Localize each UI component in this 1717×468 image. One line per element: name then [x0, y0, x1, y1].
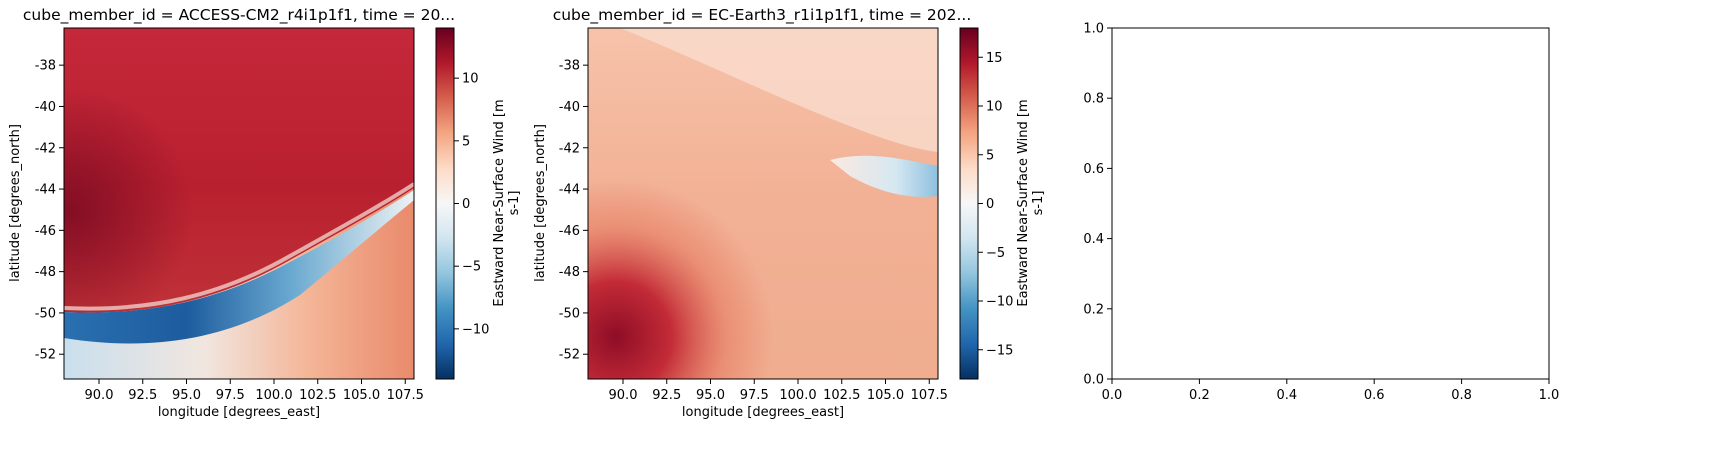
panel-1-y-tick-label: -50 [35, 306, 56, 321]
panel-1-colorbar-ticks: 10 5 0 −5 −10 [454, 72, 489, 337]
panel-1-colorbar-tick-label: −10 [462, 322, 489, 337]
panel-2: cube_member_id = EC-Earth3_r1i1p1f1, tim… [533, 6, 1046, 420]
panel-3-y-tick-label: 0.2 [1083, 302, 1104, 317]
panel-1-x-axis: 90.0 92.5 95.0 97.5 100.0 102.5 105.0 107.5 [85, 379, 424, 403]
panel-2-y-tick-label: -50 [559, 306, 580, 321]
panel-3-y-tick-label: 1.0 [1083, 22, 1104, 37]
panel-2-colorbar-label-line-1: Eastward Near-Surface Wind [m [1016, 99, 1031, 306]
panel-3-x-tick-label: 0.8 [1451, 388, 1472, 403]
panel-2-y-tick-label: -40 [559, 100, 580, 115]
panel-2-colorbar-tick-label: −5 [986, 246, 1005, 261]
panel-1-x-tick-label: 95.0 [172, 388, 201, 403]
panel-3-x-tick-label: 1.0 [1539, 388, 1560, 403]
panel-1-field-easterly-band [64, 190, 414, 344]
panel-1: cube_member_id = ACCESS-CM2_r4i1p1f1, ti… [8, 6, 522, 420]
panel-3-y-tick-label: 0.0 [1083, 373, 1104, 388]
panel-3: 0.0 0.2 0.4 0.6 0.8 1.0 0.0 0.2 0.4 0.6 0.8 1.0 [1083, 22, 1559, 404]
panel-3-x-tick-label: 0.2 [1189, 388, 1210, 403]
panel-2-y-tick-label: -38 [559, 59, 580, 74]
panel-2-y-tick-label: -44 [559, 183, 580, 198]
panel-2-y-tick-label: -52 [559, 348, 580, 363]
panel-2-y-axis: -38 -40 -42 -44 -46 -48 -50 -52 [559, 59, 588, 363]
panel-2-colorbar-tick-label: 5 [986, 148, 994, 163]
panel-1-colorbar-tick-label: 5 [462, 134, 470, 149]
panel-2-y-label: latitude [degrees_north] [533, 124, 548, 282]
panel-1-y-label: latitude [degrees_north] [8, 124, 23, 282]
panel-1-x-tick-label: 102.5 [299, 388, 336, 403]
panel-1-colorbar-tick-label: 10 [462, 72, 479, 87]
panel-2-field-easterly-band [830, 155, 938, 197]
panel-2-x-tick-label: 102.5 [823, 388, 860, 403]
panel-2-colorbar-label-line-2: s-1] [1031, 191, 1046, 216]
panel-3-y-tick-label: 0.8 [1083, 92, 1104, 107]
panel-1-colorbar-tick-label: −5 [462, 260, 481, 275]
panel-2-field-maximum [588, 28, 938, 379]
panel-1-y-tick-label: -46 [35, 224, 56, 239]
panel-1-colorbar-tick-label: 0 [462, 197, 470, 212]
panel-1-x-tick-label: 107.5 [387, 388, 424, 403]
panel-1-colorbar-gradient [435, 27, 455, 380]
panel-2-colorbar-tick-label: −15 [986, 343, 1013, 358]
panel-2-colorbar-tick-label: 0 [986, 197, 994, 212]
panel-3-frame [1111, 27, 1550, 380]
panel-1-y-axis: -38 -40 -42 -44 -46 -48 -50 -52 [35, 59, 64, 363]
panel-1-heatmap [64, 28, 414, 379]
panel-3-y-tick-label: 0.6 [1083, 162, 1104, 177]
panel-3-y-tick-label: 0.4 [1083, 232, 1104, 247]
panel-1-x-tick-label: 92.5 [128, 388, 157, 403]
panel-1-x-tick-label: 97.5 [216, 388, 245, 403]
panel-3-x-tick-label: 0.6 [1364, 388, 1385, 403]
panel-2-colorbar-ticks: 15 10 5 0 −5 −10 −15 [978, 51, 1013, 358]
panel-3-x-tick-label: 0.4 [1276, 388, 1297, 403]
panel-2-x-tick-label: 95.0 [696, 388, 725, 403]
panel-2-y-tick-label: -42 [559, 141, 580, 156]
panel-2-x-label: longitude [degrees_east] [682, 405, 844, 420]
panel-2-y-tick-label: -46 [559, 224, 580, 239]
panel-1-title: cube_member_id = ACCESS-CM2_r4i1p1f1, ti… [23, 6, 455, 25]
panel-3-x-tick-label: 0.0 [1102, 388, 1123, 403]
panel-1-y-tick-label: -52 [35, 348, 56, 363]
panel-2-x-tick-label: 92.5 [652, 388, 681, 403]
panel-2-x-tick-label: 107.5 [911, 388, 948, 403]
panel-1-y-tick-label: -42 [35, 141, 56, 156]
panel-1-x-label: longitude [degrees_east] [158, 405, 320, 420]
panel-2-colorbar: 15 10 5 0 −5 −10 −15 Eastward Near-Surface Win… [959, 27, 1046, 380]
panel-2-y-tick-label: -48 [559, 265, 580, 280]
panel-1-y-tick-label: -40 [35, 100, 56, 115]
panel-1-colorbar-label-line-1: Eastward Near-Surface Wind [m [492, 99, 507, 306]
panel-1-y-tick-label: -38 [35, 59, 56, 74]
panel-2-title: cube_member_id = EC-Earth3_r1i1p1f1, tim… [553, 6, 972, 25]
panel-2-colorbar-tick-label: 10 [986, 100, 1003, 115]
panel-2-x-axis: 90.0 92.5 95.0 97.5 100.0 102.5 105.0 107.5 [609, 379, 948, 403]
panel-2-colorbar-gradient [959, 27, 979, 380]
panel-2-x-tick-label: 90.0 [609, 388, 638, 403]
panel-2-frame [587, 27, 939, 380]
panel-2-heatmap [588, 28, 938, 379]
panel-2-x-tick-label: 105.0 [867, 388, 904, 403]
panel-2-colorbar-tick-label: 15 [986, 51, 1003, 66]
panel-1-colorbar-label-line-2: s-1] [507, 191, 522, 216]
panel-2-x-tick-label: 100.0 [779, 388, 816, 403]
panel-1-field-edge [64, 182, 414, 311]
panel-1-frame [63, 27, 415, 380]
panel-3-y-axis: 0.0 0.2 0.4 0.6 0.8 1.0 [1083, 22, 1112, 388]
panel-1-y-tick-label: -44 [35, 183, 56, 198]
panel-3-x-axis: 0.0 0.2 0.4 0.6 0.8 1.0 [1102, 379, 1560, 403]
panel-1-x-tick-label: 90.0 [85, 388, 114, 403]
panel-1-x-tick-label: 105.0 [343, 388, 380, 403]
panel-2-x-tick-label: 97.5 [740, 388, 769, 403]
panel-1-x-tick-label: 100.0 [255, 388, 292, 403]
panel-2-colorbar-tick-label: −10 [986, 295, 1013, 310]
panel-1-y-tick-label: -48 [35, 265, 56, 280]
